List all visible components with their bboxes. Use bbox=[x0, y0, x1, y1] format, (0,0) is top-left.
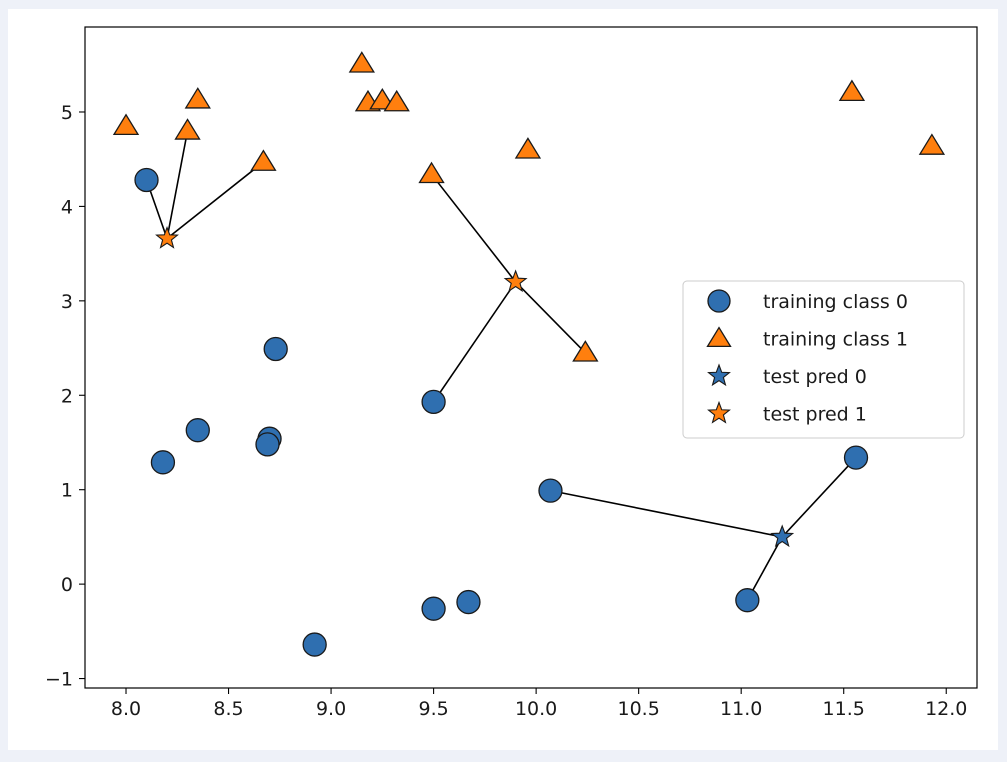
legend: training class 0 training class 1 test pre… bbox=[682, 280, 965, 439]
training-class-1-point-9 bbox=[514, 137, 542, 159]
neighbor-line-4 bbox=[515, 281, 586, 354]
training-class-0-point-1 bbox=[263, 336, 288, 362]
series-training-class-0 bbox=[134, 167, 869, 657]
training-class-0-point-2 bbox=[421, 389, 446, 415]
series-test-pred-0 bbox=[770, 524, 795, 548]
training-class-1-point-11 bbox=[838, 79, 866, 102]
x-tick-label: 8.5 bbox=[213, 698, 243, 720]
legend-item: training class 1 bbox=[706, 326, 908, 351]
x-tick-label: 8.0 bbox=[111, 698, 141, 720]
neighbor-line-3 bbox=[430, 173, 517, 283]
training-class-1-point-8 bbox=[418, 161, 445, 184]
neighbor-line-1 bbox=[166, 130, 189, 239]
series-test-pred-1 bbox=[155, 225, 528, 293]
legend-item: training class 0 bbox=[707, 289, 908, 313]
training-class-0-point-3 bbox=[185, 418, 210, 443]
training-class-0-point-8 bbox=[843, 445, 869, 470]
neighbor-line-2 bbox=[166, 161, 264, 240]
y-axis-ticks: −1 0 1 2 3 4 5 bbox=[45, 102, 85, 691]
y-tick-label: 4 bbox=[61, 196, 73, 218]
training-class-0-point-4 bbox=[150, 450, 176, 475]
legend-label: test pred 0 bbox=[763, 366, 867, 388]
legend-label: training class 0 bbox=[763, 291, 908, 313]
test-pred-1-point-0 bbox=[155, 225, 179, 249]
markers bbox=[112, 51, 946, 657]
x-axis-ticks: 8.0 8.5 9.0 9.5 10.0 10.5 11.0 11.5 12.0 bbox=[111, 688, 967, 720]
legend-marker-star bbox=[707, 363, 731, 387]
x-tick-label: 12.0 bbox=[925, 698, 967, 720]
legend-label: training class 1 bbox=[763, 329, 908, 351]
legend-marker-triangle bbox=[706, 326, 732, 348]
x-tick-label: 9.5 bbox=[418, 698, 448, 720]
neighbor-lines bbox=[145, 130, 857, 601]
training-class-0-point-7 bbox=[538, 478, 563, 503]
training-class-1-point-1 bbox=[174, 118, 201, 140]
training-class-0-point-0 bbox=[134, 167, 159, 193]
training-class-1-point-3 bbox=[250, 149, 277, 171]
y-tick-label: 0 bbox=[61, 574, 73, 596]
training-class-1-point-12 bbox=[918, 133, 946, 155]
y-tick-label: 2 bbox=[61, 385, 73, 407]
series-training-class-1 bbox=[112, 51, 946, 362]
legend-item: test pred 1 bbox=[707, 400, 867, 426]
neighbor-line-5 bbox=[432, 281, 517, 403]
training-class-1-point-4 bbox=[348, 51, 375, 73]
training-class-1-point-7 bbox=[383, 89, 410, 112]
figure: 8.0 8.5 9.0 9.5 10.0 10.5 11.0 11.5 12.0 −1 0 1 2 3 4… bbox=[8, 9, 998, 750]
training-class-0-point-11 bbox=[456, 589, 481, 615]
neighbor-line-6 bbox=[550, 489, 783, 538]
legend-marker-star bbox=[707, 400, 731, 424]
y-tick-label: 1 bbox=[61, 480, 73, 502]
y-tick-label: 3 bbox=[61, 291, 73, 313]
legend-item: test pred 0 bbox=[707, 363, 867, 388]
x-tick-label: 11.5 bbox=[823, 698, 865, 720]
training-class-1-point-10 bbox=[572, 340, 599, 362]
axes-frame bbox=[84, 26, 978, 689]
test-pred-1-point-1 bbox=[503, 269, 528, 293]
x-tick-label: 11.0 bbox=[720, 698, 762, 720]
x-tick-label: 10.0 bbox=[515, 698, 557, 720]
training-class-0-point-12 bbox=[302, 632, 327, 657]
legend-box bbox=[682, 280, 965, 439]
test-pred-0-point-0 bbox=[770, 524, 795, 548]
training-class-0-point-6 bbox=[255, 432, 280, 457]
legend-label: test pred 1 bbox=[763, 404, 867, 426]
x-tick-label: 10.5 bbox=[617, 698, 659, 720]
training-class-0-point-10 bbox=[421, 596, 446, 621]
legend-marker-circle bbox=[707, 289, 731, 313]
training-class-0-point-9 bbox=[735, 588, 760, 613]
training-class-1-point-0 bbox=[112, 113, 140, 136]
x-tick-label: 9.0 bbox=[316, 698, 346, 720]
training-class-1-point-2 bbox=[184, 87, 211, 109]
y-tick-label: 5 bbox=[61, 102, 73, 124]
y-tick-label: −1 bbox=[45, 669, 73, 691]
neighbor-line-7 bbox=[781, 457, 857, 538]
knn-scatter-chart: 8.0 8.5 9.0 9.5 10.0 10.5 11.0 11.5 12.0 −1 0 1 2 3 4… bbox=[45, 26, 978, 720]
